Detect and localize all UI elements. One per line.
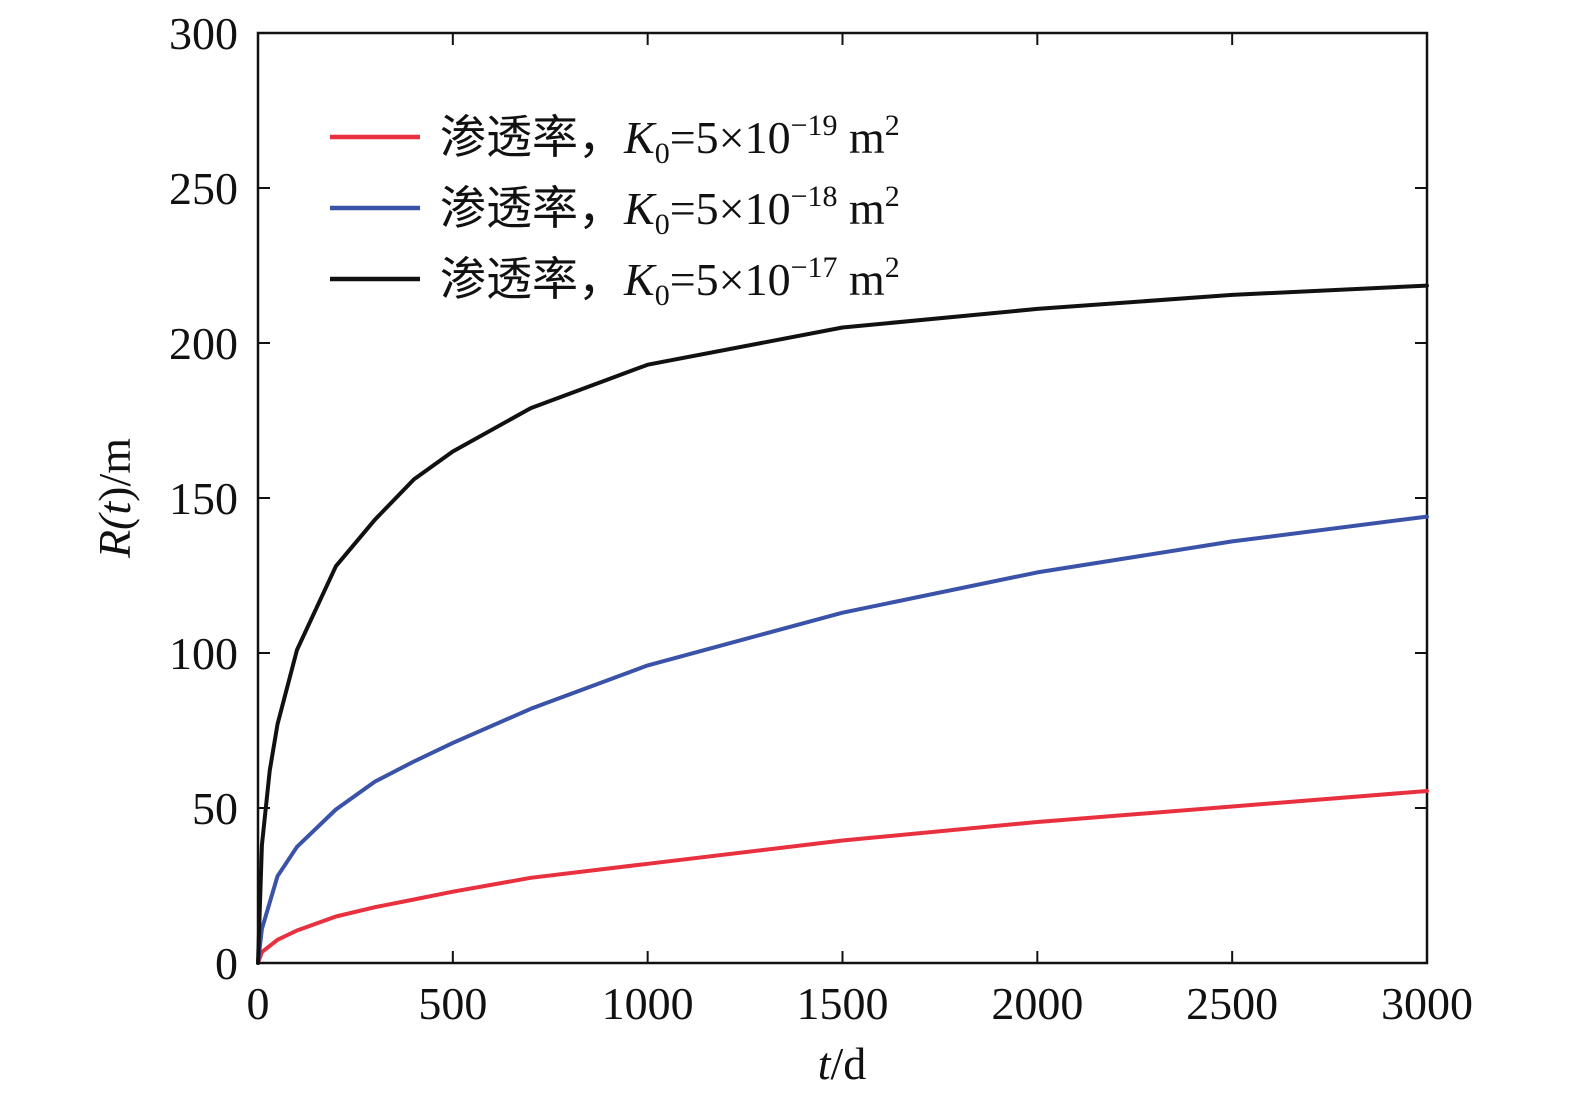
axis-ticks: 0 500 1000 1500 2000 2500 30000501001502002503… bbox=[169, 8, 1473, 1029]
legend-label-part: 2 bbox=[885, 251, 900, 284]
legend-label-part: K bbox=[623, 254, 657, 305]
series-line-3 bbox=[256, 283, 1429, 965]
series-line-1 bbox=[256, 789, 1429, 965]
legend-label-part: −18 bbox=[791, 180, 838, 213]
x-tick-label: 2500 bbox=[1186, 978, 1278, 1029]
y-tick-label: 0 bbox=[215, 938, 238, 989]
y-axis-var: t bbox=[89, 501, 140, 515]
legend-label-part: =5×10 bbox=[670, 112, 791, 163]
legend-label-part: K bbox=[623, 112, 657, 163]
legend-entry-2: 渗透率，K0=5×10−18 m2 bbox=[330, 180, 900, 241]
legend-label-part: 0 bbox=[655, 279, 670, 312]
y-tick-label: 100 bbox=[169, 628, 238, 679]
y-axis-title: R(t)/m bbox=[89, 438, 140, 559]
legend-label-part: 2 bbox=[885, 180, 900, 213]
y-tick-label: 150 bbox=[169, 473, 238, 524]
x-tick-label: 2000 bbox=[991, 978, 1083, 1029]
legend-label-part: 0 bbox=[655, 208, 670, 241]
x-tick-label: 500 bbox=[418, 978, 487, 1029]
x-axis-title: t/d bbox=[818, 1038, 867, 1089]
legend-label-part: =5×10 bbox=[670, 183, 791, 234]
plot-frame bbox=[256, 31, 1429, 965]
legend-label: 渗透率，K0=5×10−19 m2 bbox=[440, 109, 900, 170]
legend-label-part: 渗透率， bbox=[440, 183, 624, 234]
legend-label-part: −17 bbox=[791, 251, 838, 284]
legend-label-part: 渗透率， bbox=[440, 254, 624, 305]
legend-label-part: m bbox=[838, 112, 886, 163]
legend-label-part: 2 bbox=[885, 109, 900, 142]
x-tick-label: 3000 bbox=[1381, 978, 1473, 1029]
x-tick-label: 1000 bbox=[602, 978, 694, 1029]
legend-label-part: m bbox=[838, 254, 886, 305]
legend-label-part: 渗透率， bbox=[440, 112, 624, 163]
y-tick-label: 50 bbox=[192, 783, 238, 834]
y-tick-label: 250 bbox=[169, 163, 238, 214]
x-tick-label: 1500 bbox=[797, 978, 889, 1029]
y-axis-post: )/m bbox=[89, 438, 140, 502]
legend-label-part: K bbox=[623, 183, 657, 234]
series-line-2 bbox=[256, 514, 1429, 965]
legend-label-part: 0 bbox=[655, 137, 670, 170]
legend-entry-1: 渗透率，K0=5×10−19 m2 bbox=[330, 109, 900, 170]
legend-label-part: =5×10 bbox=[670, 254, 791, 305]
legend-label-part: m bbox=[838, 183, 886, 234]
legend-label: 渗透率，K0=5×10−17 m2 bbox=[440, 251, 900, 312]
legend-entry-3: 渗透率，K0=5×10−17 m2 bbox=[330, 251, 900, 312]
x-axis-unit: /d bbox=[831, 1038, 867, 1089]
x-axis-var: t bbox=[818, 1038, 832, 1089]
y-tick-label: 300 bbox=[169, 8, 238, 59]
legend-label-part: −19 bbox=[791, 109, 838, 142]
axis-titles: t/d R(t)/m bbox=[89, 438, 866, 1089]
series-lines bbox=[256, 283, 1429, 965]
plot-area bbox=[256, 31, 1429, 965]
legend-label: 渗透率，K0=5×10−18 m2 bbox=[440, 180, 900, 241]
y-axis-pre: R( bbox=[89, 512, 140, 559]
y-tick-label: 200 bbox=[169, 318, 238, 369]
x-tick-label: 0 bbox=[247, 978, 270, 1029]
